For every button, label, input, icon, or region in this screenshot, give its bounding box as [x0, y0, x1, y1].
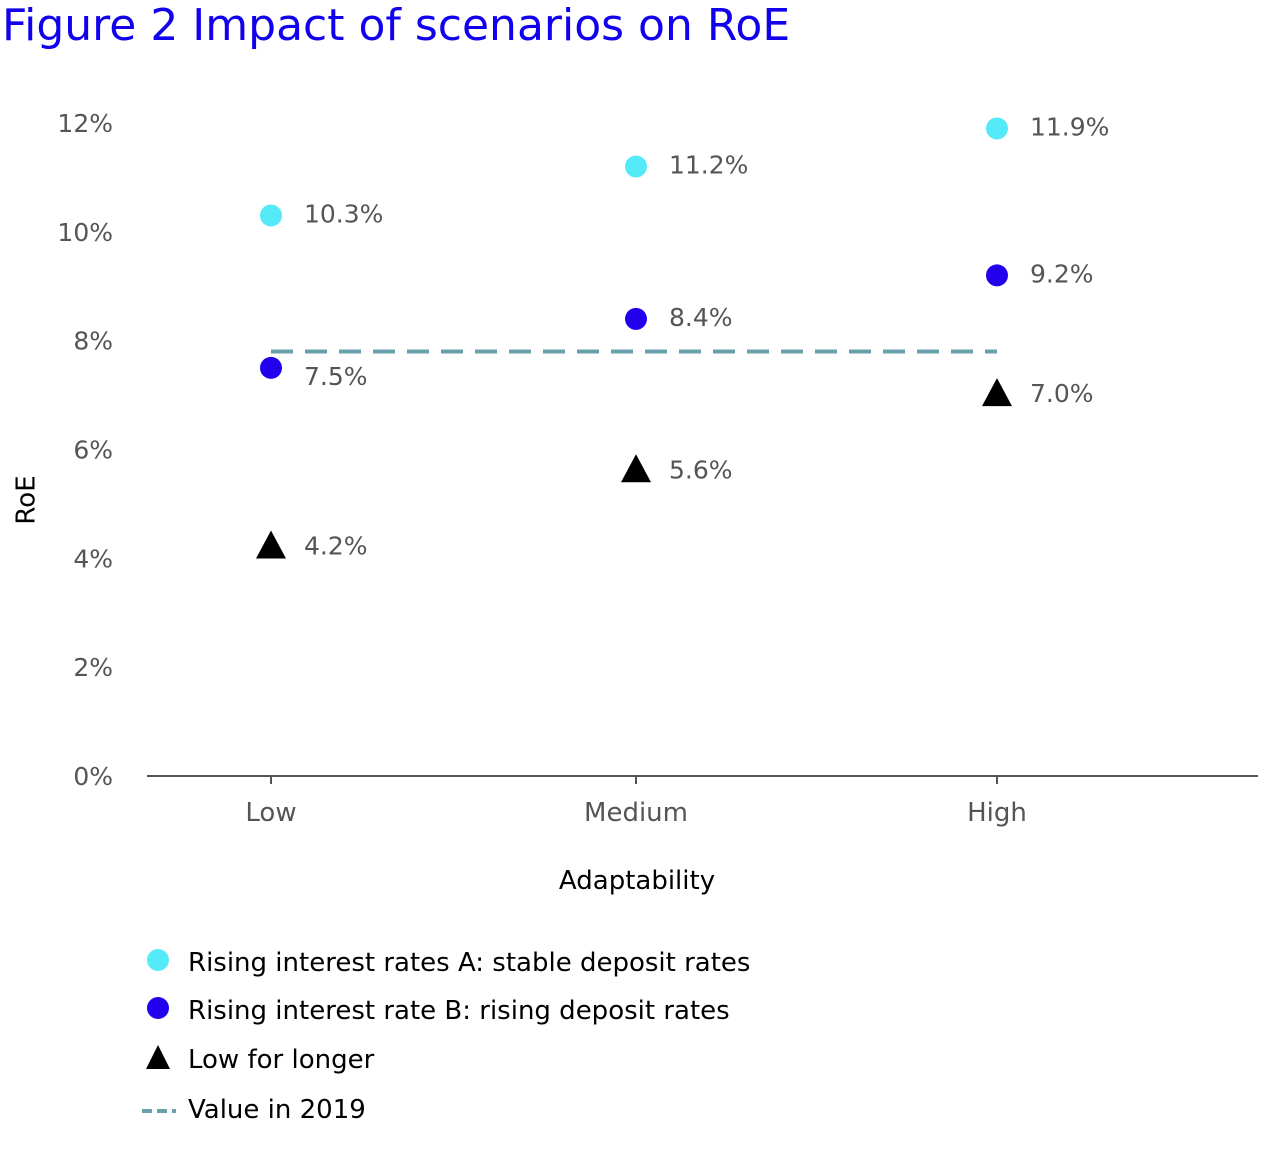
- legend-label: Rising interest rates A: stable deposit …: [188, 948, 750, 978]
- data-point-triangle: [982, 378, 1012, 406]
- y-tick-label: 2%: [73, 653, 113, 682]
- legend-marker-circle: [147, 949, 169, 971]
- data-label: 8.4%: [669, 303, 733, 332]
- legend-marker-triangle: [146, 1045, 170, 1069]
- data-point-circle: [986, 117, 1008, 139]
- data-label: 10.3%: [304, 200, 383, 229]
- x-axis-title: Adaptability: [559, 866, 715, 896]
- y-axis-title: RoE: [12, 475, 42, 524]
- data-point-triangle: [621, 454, 651, 482]
- legend: Rising interest rates A: stable deposit …: [142, 948, 750, 1125]
- legend-label: Rising interest rate B: rising deposit r…: [188, 996, 730, 1026]
- data-point-circle: [625, 156, 647, 178]
- data-label: 5.6%: [669, 455, 733, 484]
- data-labels: 10.3% 11.2% 11.9% 7.5% 8.4% 9.2% 4.2% 5.6% 7.0%: [304, 112, 1109, 560]
- x-tick-label: Low: [245, 798, 296, 828]
- x-tick-label: Medium: [584, 798, 688, 828]
- y-tick-label: 12%: [57, 109, 113, 138]
- x-tick-label: High: [967, 798, 1027, 828]
- y-tick-label: 0%: [73, 762, 113, 791]
- data-point-triangle: [256, 530, 286, 558]
- data-label: 11.2%: [669, 151, 748, 180]
- data-points: [256, 117, 1012, 558]
- data-label: 11.9%: [1030, 112, 1109, 141]
- y-axis-ticks: 0% 2% 4% 6% 8% 10% 12%: [57, 109, 113, 791]
- data-point-circle: [986, 264, 1008, 286]
- legend-label: Value in 2019: [188, 1095, 366, 1125]
- legend-marker-circle: [147, 997, 169, 1019]
- x-axis: Low Medium High: [147, 776, 1258, 828]
- data-point-circle: [625, 308, 647, 330]
- data-label: 4.2%: [304, 531, 368, 560]
- y-tick-label: 4%: [73, 544, 113, 573]
- y-tick-label: 10%: [57, 218, 113, 247]
- y-tick-label: 8%: [73, 327, 113, 356]
- data-label: 9.2%: [1030, 259, 1094, 288]
- data-point-circle: [260, 357, 282, 379]
- legend-label: Low for longer: [188, 1045, 375, 1075]
- data-label: 7.0%: [1030, 379, 1094, 408]
- data-point-circle: [260, 205, 282, 227]
- data-label: 7.5%: [304, 362, 368, 391]
- y-tick-label: 6%: [73, 436, 113, 465]
